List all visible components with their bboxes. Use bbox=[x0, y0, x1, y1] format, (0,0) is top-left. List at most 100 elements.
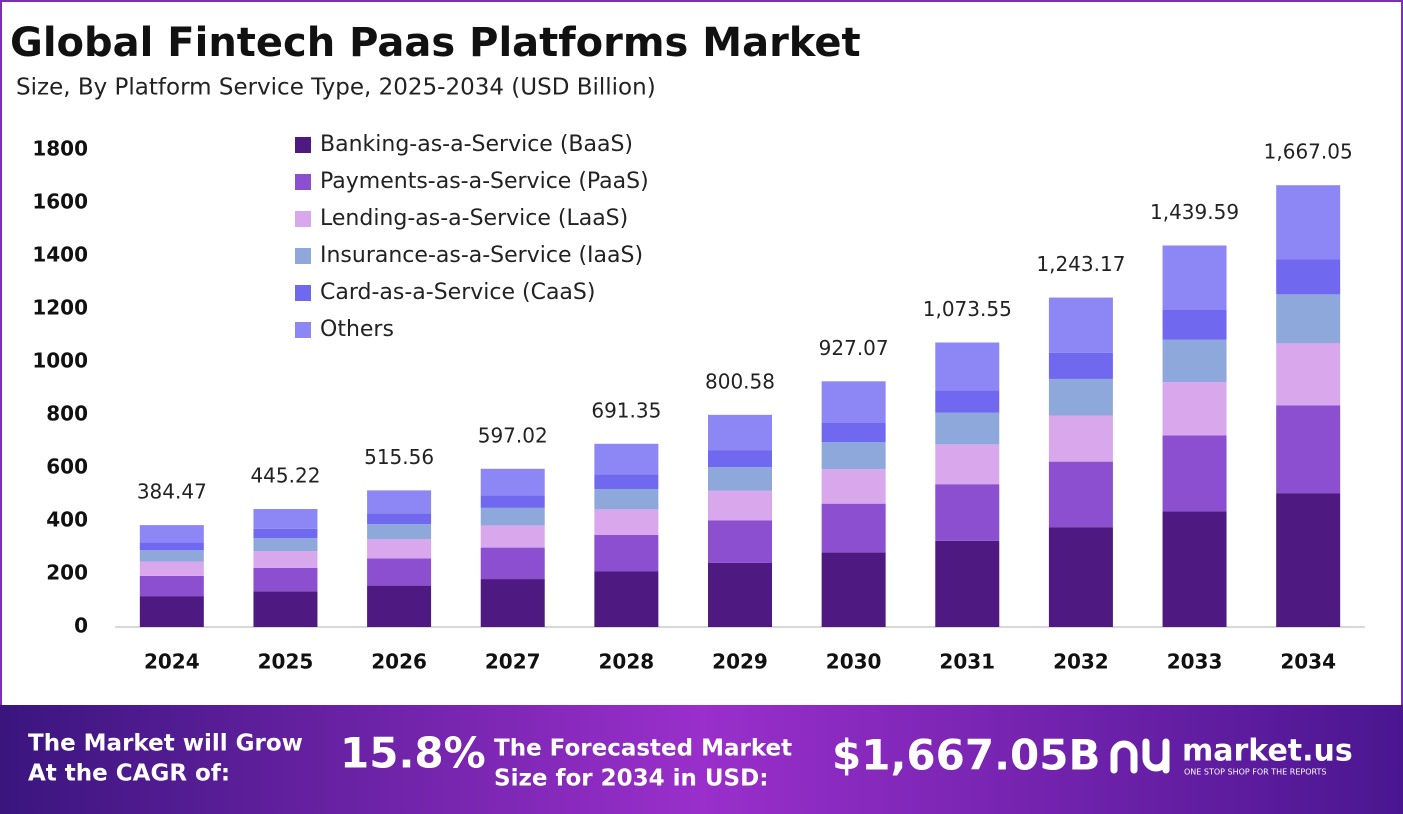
bar-segment bbox=[1048, 461, 1113, 528]
bar-segment bbox=[1162, 382, 1227, 436]
bar-segment bbox=[1048, 415, 1113, 462]
bar-segment bbox=[935, 412, 1000, 445]
legend-label: Card-as-a-Service (CaaS) bbox=[320, 280, 595, 305]
bar-segment bbox=[139, 525, 204, 543]
bar-segment bbox=[821, 469, 886, 504]
legend-swatch bbox=[295, 322, 311, 338]
x-tick-label: 2033 bbox=[1167, 650, 1223, 674]
footer-text: The Forecasted Market bbox=[494, 736, 792, 762]
legend-swatch bbox=[295, 248, 311, 264]
y-tick-label: 600 bbox=[46, 455, 88, 479]
brand-logo bbox=[1110, 738, 1170, 774]
total-label: 1,073.55 bbox=[923, 297, 1012, 321]
bar-segment bbox=[139, 575, 204, 597]
bar-segment bbox=[1276, 405, 1341, 494]
bar-segment bbox=[367, 513, 432, 525]
bar-segment bbox=[480, 507, 545, 526]
x-tick-label: 2029 bbox=[712, 650, 768, 674]
brand-name: market.us bbox=[1182, 734, 1353, 769]
bar-segment bbox=[1162, 309, 1227, 340]
bar-segment bbox=[367, 524, 432, 540]
cagr-value: 15.8% bbox=[340, 729, 486, 778]
bar-segment bbox=[480, 547, 545, 580]
bar-segment bbox=[367, 539, 432, 559]
x-tick-label: 2027 bbox=[485, 650, 541, 674]
legend-swatch bbox=[295, 211, 311, 227]
legend-label: Lending-as-a-Service (LaaS) bbox=[320, 206, 628, 231]
legend-swatch bbox=[295, 285, 311, 301]
bar-segment bbox=[935, 484, 1000, 541]
y-tick-label: 1400 bbox=[32, 243, 88, 267]
chart-subtitle: Size, By Platform Service Type, 2025-203… bbox=[16, 75, 656, 101]
total-label: 800.58 bbox=[705, 369, 775, 393]
x-tick-label: 2031 bbox=[939, 650, 995, 674]
bar-segment bbox=[821, 503, 886, 553]
total-label: 445.22 bbox=[250, 464, 320, 488]
legend-swatch bbox=[295, 174, 311, 190]
bar-segment bbox=[1162, 511, 1227, 627]
bar-segment bbox=[367, 558, 432, 586]
y-tick-label: 400 bbox=[46, 508, 88, 532]
bar-segment bbox=[708, 520, 772, 563]
bar-segment bbox=[594, 535, 659, 572]
bar-segment bbox=[139, 561, 204, 576]
y-tick-label: 800 bbox=[46, 402, 88, 426]
bar-segment bbox=[253, 567, 318, 592]
total-label: 597.02 bbox=[478, 423, 548, 447]
bar-segment bbox=[935, 540, 1000, 627]
bar-segment bbox=[1162, 245, 1227, 310]
bar-segment bbox=[1276, 259, 1341, 295]
bar-segment bbox=[139, 542, 204, 551]
x-tick-label: 2025 bbox=[258, 650, 314, 674]
bar-segment bbox=[1162, 435, 1227, 512]
bar-segment bbox=[1276, 294, 1341, 344]
bar-segment bbox=[480, 525, 545, 548]
bar-segment bbox=[594, 474, 659, 490]
y-tick-label: 1600 bbox=[32, 190, 88, 214]
bar-segment bbox=[708, 450, 772, 468]
bar-segment bbox=[367, 585, 432, 627]
bar-segment bbox=[708, 467, 772, 491]
bar-segment bbox=[1276, 493, 1341, 627]
footer-text: Size for 2034 in USD: bbox=[494, 766, 768, 792]
bar-segment bbox=[253, 551, 318, 568]
y-tick-label: 1200 bbox=[32, 296, 88, 320]
bar-segment bbox=[1048, 297, 1113, 353]
y-tick-label: 200 bbox=[46, 561, 88, 585]
y-tick-label: 1800 bbox=[32, 137, 88, 161]
bar-segment bbox=[253, 591, 318, 627]
bar-segment bbox=[935, 390, 1000, 413]
x-tick-label: 2032 bbox=[1053, 650, 1109, 674]
bar-segment bbox=[821, 442, 886, 470]
total-label: 1,243.17 bbox=[1036, 252, 1125, 276]
bar-segment bbox=[253, 538, 318, 552]
bar-segment bbox=[821, 552, 886, 627]
footer-text: The Market will Grow bbox=[28, 731, 303, 757]
x-tick-label: 2028 bbox=[599, 650, 655, 674]
x-tick-label: 2024 bbox=[144, 650, 200, 674]
bar-segment bbox=[1162, 339, 1227, 383]
bar-segment bbox=[1276, 185, 1341, 260]
bar-segment bbox=[935, 444, 1000, 485]
bar-segment bbox=[821, 381, 886, 423]
total-label: 691.35 bbox=[591, 398, 661, 422]
bar-segment bbox=[1276, 343, 1341, 406]
bar-segment bbox=[594, 571, 659, 627]
y-tick-label: 0 bbox=[74, 614, 88, 638]
bar-segment bbox=[1048, 378, 1113, 416]
bar-segment bbox=[708, 490, 772, 521]
legend-swatch bbox=[295, 137, 311, 153]
bar-segment bbox=[1048, 527, 1113, 627]
bar-segment bbox=[708, 414, 772, 451]
bar-segment bbox=[1048, 352, 1113, 379]
total-label: 515.56 bbox=[364, 445, 434, 469]
x-tick-label: 2026 bbox=[371, 650, 427, 674]
bar-segment bbox=[139, 596, 204, 627]
bar-segment bbox=[708, 562, 772, 627]
bar-segment bbox=[367, 490, 432, 514]
bar-segment bbox=[935, 342, 1000, 391]
y-tick-label: 1000 bbox=[32, 349, 88, 373]
legend-label: Banking-as-a-Service (BaaS) bbox=[320, 132, 633, 157]
bar-segment bbox=[480, 579, 545, 627]
